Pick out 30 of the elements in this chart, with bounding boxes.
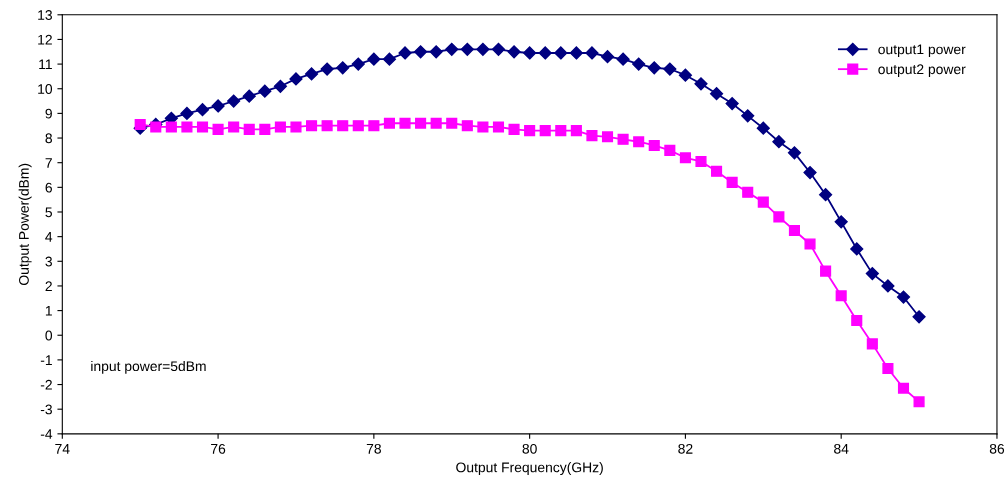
y-tick-label: 10 — [38, 84, 53, 94]
y-tick-label: -2 — [40, 379, 52, 390]
x-tick-label: 76 — [211, 443, 226, 454]
y-tick-label: -3 — [40, 404, 52, 415]
x-axis-title: Output Frequency(GHz) — [456, 462, 603, 476]
x-tick-label: 80 — [522, 443, 537, 454]
annotation: input power=5dBm — [91, 360, 206, 374]
y-tick-label: 11 — [39, 59, 52, 70]
legend-label: output1 power — [878, 44, 966, 57]
y-tick-label: 9 — [45, 108, 52, 119]
legend-label: output2 power — [878, 64, 966, 77]
y-tick-label: 13 — [38, 10, 52, 20]
y-tick-label: 3 — [45, 256, 52, 267]
x-tick-label: 82 — [678, 443, 693, 454]
x-tick-label: 78 — [366, 443, 381, 454]
y-tick-label: 1 — [45, 306, 52, 316]
y-tick-label: 2 — [45, 281, 52, 291]
y-tick-label: 6 — [45, 182, 52, 193]
x-tick-label: 74 — [55, 444, 70, 454]
x-tick-label: 84 — [834, 443, 849, 454]
y-tick-label: 7 — [45, 158, 52, 168]
y-tick-label: 8 — [45, 133, 52, 144]
y-tick-label: 12 — [38, 34, 52, 45]
y-tick-label: 5 — [45, 207, 53, 218]
y-tick-label: 0 — [45, 330, 53, 341]
y-tick-label: 4 — [45, 232, 53, 242]
x-tick-label: 86 — [989, 443, 1005, 454]
y-tick-label: -1 — [40, 355, 52, 365]
y-tick-label: -4 — [40, 429, 53, 439]
y-axis-title: Output Power(dBm) — [18, 163, 32, 286]
